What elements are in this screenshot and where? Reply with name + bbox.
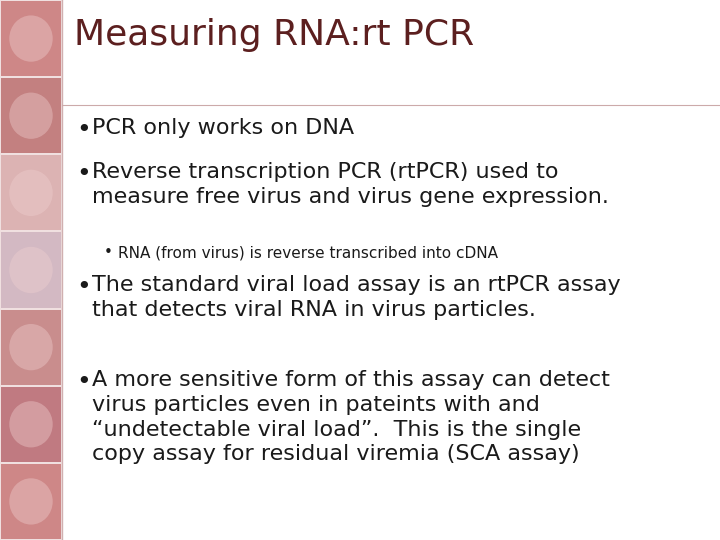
Text: RNA (from virus) is reverse transcribed into cDNA: RNA (from virus) is reverse transcribed … <box>118 245 498 260</box>
Bar <box>0 0 62 540</box>
Bar <box>1 156 61 231</box>
Ellipse shape <box>9 16 53 62</box>
Bar <box>1 232 61 308</box>
Ellipse shape <box>9 478 53 524</box>
Text: •: • <box>76 118 91 142</box>
Text: •: • <box>76 370 91 394</box>
Ellipse shape <box>9 401 53 448</box>
Ellipse shape <box>9 92 53 139</box>
Text: Reverse transcription PCR (rtPCR) used to
measure free virus and virus gene expr: Reverse transcription PCR (rtPCR) used t… <box>92 162 609 207</box>
Bar <box>1 1 61 76</box>
Text: •: • <box>76 275 91 299</box>
Ellipse shape <box>9 324 53 370</box>
Ellipse shape <box>9 247 53 293</box>
Text: PCR only works on DNA: PCR only works on DNA <box>92 118 354 138</box>
Bar <box>1 78 61 153</box>
Ellipse shape <box>9 170 53 216</box>
Text: Measuring RNA:rt PCR: Measuring RNA:rt PCR <box>74 18 474 52</box>
Text: •: • <box>104 245 113 260</box>
Bar <box>1 464 61 539</box>
Bar <box>1 387 61 462</box>
Bar <box>1 309 61 384</box>
Text: •: • <box>76 162 91 186</box>
Text: The standard viral load assay is an rtPCR assay
that detects viral RNA in virus : The standard viral load assay is an rtPC… <box>92 275 621 320</box>
Text: A more sensitive form of this assay can detect
virus particles even in pateints : A more sensitive form of this assay can … <box>92 370 610 464</box>
